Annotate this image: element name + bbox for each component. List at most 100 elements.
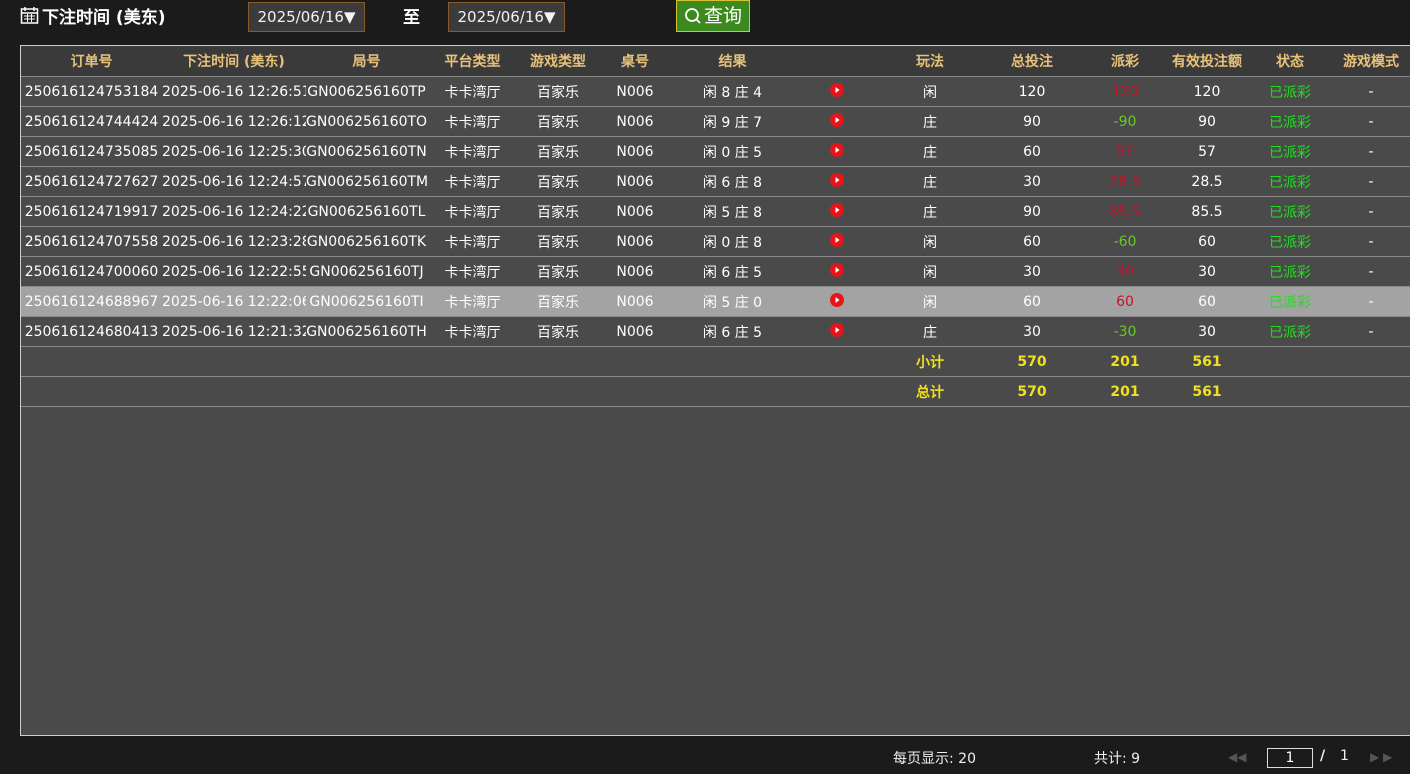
table-cell: - xyxy=(1332,256,1410,287)
summary-cell: 570 xyxy=(980,376,1084,407)
table-row: 250616124735085 2025-06-16 12:25:30 GN0062… xyxy=(21,136,1410,167)
header-cell: 派彩 xyxy=(1084,46,1166,77)
table-cell: 卡卡湾厅 xyxy=(427,76,518,107)
table-cell: - xyxy=(1332,106,1410,137)
empty-cell xyxy=(518,376,598,407)
end-date-text: 2025/06/16 xyxy=(457,8,544,26)
table-cell: 2025-06-16 12:25:30 xyxy=(162,136,306,167)
empty-cell xyxy=(306,346,427,377)
video-cell xyxy=(793,226,880,257)
page-size-value: 20 xyxy=(958,751,976,767)
table-cell: N006 xyxy=(598,106,672,137)
table-cell: - xyxy=(1332,166,1410,197)
table-cell: 2025-06-16 12:23:28 xyxy=(162,226,306,257)
table-cell: 已派彩 xyxy=(1248,106,1332,137)
table-cell: 2025-06-16 12:26:51 xyxy=(162,76,306,107)
table-cell: 120 xyxy=(1166,76,1248,107)
table-cell: GN006256160TL xyxy=(306,196,427,227)
table-cell: 庄 xyxy=(880,136,980,167)
play-icon[interactable] xyxy=(829,172,844,187)
table-cell: 庄 xyxy=(880,196,980,227)
table-cell: 90 xyxy=(1166,106,1248,137)
play-icon[interactable] xyxy=(829,202,844,217)
table-cell: 250616124753184 xyxy=(21,76,162,107)
table-cell: 2025-06-16 12:24:22 xyxy=(162,196,306,227)
play-icon[interactable] xyxy=(829,292,844,307)
header-row: 订单号 下注时间 (美东) 局号 平台类型 游戏类型 桌号 结果 玩法 总投注 派彩 有效投注额 状态… xyxy=(21,46,1410,77)
summary-cell: 561 xyxy=(1166,376,1248,407)
play-icon[interactable] xyxy=(829,112,844,127)
summary-cell: 570 xyxy=(980,346,1084,377)
table-cell: N006 xyxy=(598,286,672,317)
video-cell xyxy=(793,166,880,197)
header-cell: 游戏模式 xyxy=(1332,46,1410,77)
empty-cell xyxy=(1248,346,1332,377)
table-cell: 闲 5 庄 0 xyxy=(672,286,793,317)
play-icon[interactable] xyxy=(829,142,844,157)
table-cell: 闲 6 庄 5 xyxy=(672,256,793,287)
video-cell xyxy=(793,196,880,227)
page-input[interactable]: 1 xyxy=(1267,748,1313,768)
header-cell: 下注时间 (美东) xyxy=(162,46,306,77)
table-cell: N006 xyxy=(598,76,672,107)
video-cell xyxy=(793,106,880,137)
first-page[interactable]: ◀◀ xyxy=(1228,750,1247,764)
calendar-icon xyxy=(20,7,39,24)
filter-label-text: 下注时间 (美东) xyxy=(42,8,166,28)
header-cell: 平台类型 xyxy=(427,46,518,77)
table-cell: 庄 xyxy=(880,106,980,137)
empty-cell xyxy=(1332,346,1410,377)
table-cell: 85.5 xyxy=(1166,196,1248,227)
header-cell: 结果 xyxy=(672,46,793,77)
table-cell: 卡卡湾厅 xyxy=(427,226,518,257)
header-cell: 玩法 xyxy=(880,46,980,77)
empty-cell xyxy=(1248,376,1332,407)
table-cell: - xyxy=(1332,226,1410,257)
start-date[interactable]: 2025/06/16▼ xyxy=(248,2,365,32)
table-cell: 已派彩 xyxy=(1248,76,1332,107)
table-cell: 闲 xyxy=(880,256,980,287)
query-button[interactable]: 查询 xyxy=(676,0,750,32)
header-cell: 总投注 xyxy=(980,46,1084,77)
table-cell: 30 xyxy=(980,256,1084,287)
table-cell: 30 xyxy=(1166,316,1248,347)
table-cell: 30 xyxy=(1166,256,1248,287)
play-icon[interactable] xyxy=(829,232,844,247)
empty-cell xyxy=(427,346,518,377)
table-cell: GN006256160TH xyxy=(306,316,427,347)
table-cell: 2025-06-16 12:22:55 xyxy=(162,256,306,287)
table-cell: 已派彩 xyxy=(1248,286,1332,317)
header-cell: 有效投注额 xyxy=(1166,46,1248,77)
total-count: 共计: 9 xyxy=(1094,748,1140,768)
table-cell: 卡卡湾厅 xyxy=(427,286,518,317)
header-cell: 桌号 xyxy=(598,46,672,77)
table-cell: 120 xyxy=(1084,76,1166,107)
table-cell: 庄 xyxy=(880,166,980,197)
play-icon[interactable] xyxy=(829,322,844,337)
query-text: 查询 xyxy=(703,4,742,27)
empty-cell xyxy=(598,376,672,407)
page-size: 每页显示: 20 xyxy=(893,748,976,768)
play-icon[interactable] xyxy=(829,262,844,277)
table-cell: 百家乐 xyxy=(518,166,598,197)
video-cell xyxy=(793,256,880,287)
table-cell: 60 xyxy=(980,286,1084,317)
summary-cell: 总计 xyxy=(880,376,980,407)
table-row: 250616124727627 2025-06-16 12:24:57 GN0062… xyxy=(21,166,1410,197)
table-cell: 57 xyxy=(1084,136,1166,167)
table-cell: 百家乐 xyxy=(518,256,598,287)
empty-cell xyxy=(793,376,880,407)
play-icon[interactable] xyxy=(829,82,844,97)
table-cell: 百家乐 xyxy=(518,196,598,227)
page-separator: / xyxy=(1320,748,1326,764)
table-cell: 30 xyxy=(1084,256,1166,287)
table-cell: GN006256160TM xyxy=(306,166,427,197)
table-cell: 60 xyxy=(980,136,1084,167)
table-cell: N006 xyxy=(598,316,672,347)
table-panel: 订单号 下注时间 (美东) 局号 平台类型 游戏类型 桌号 结果 玩法 总投注 派彩 有效投注额 状态… xyxy=(20,45,1410,736)
table-cell: 60 xyxy=(1166,286,1248,317)
table-cell: 卡卡湾厅 xyxy=(427,196,518,227)
end-date[interactable]: 2025/06/16▼ xyxy=(448,2,565,32)
next-page[interactable]: ▶ ▶ xyxy=(1370,750,1393,764)
table-cell: 闲 xyxy=(880,76,980,107)
